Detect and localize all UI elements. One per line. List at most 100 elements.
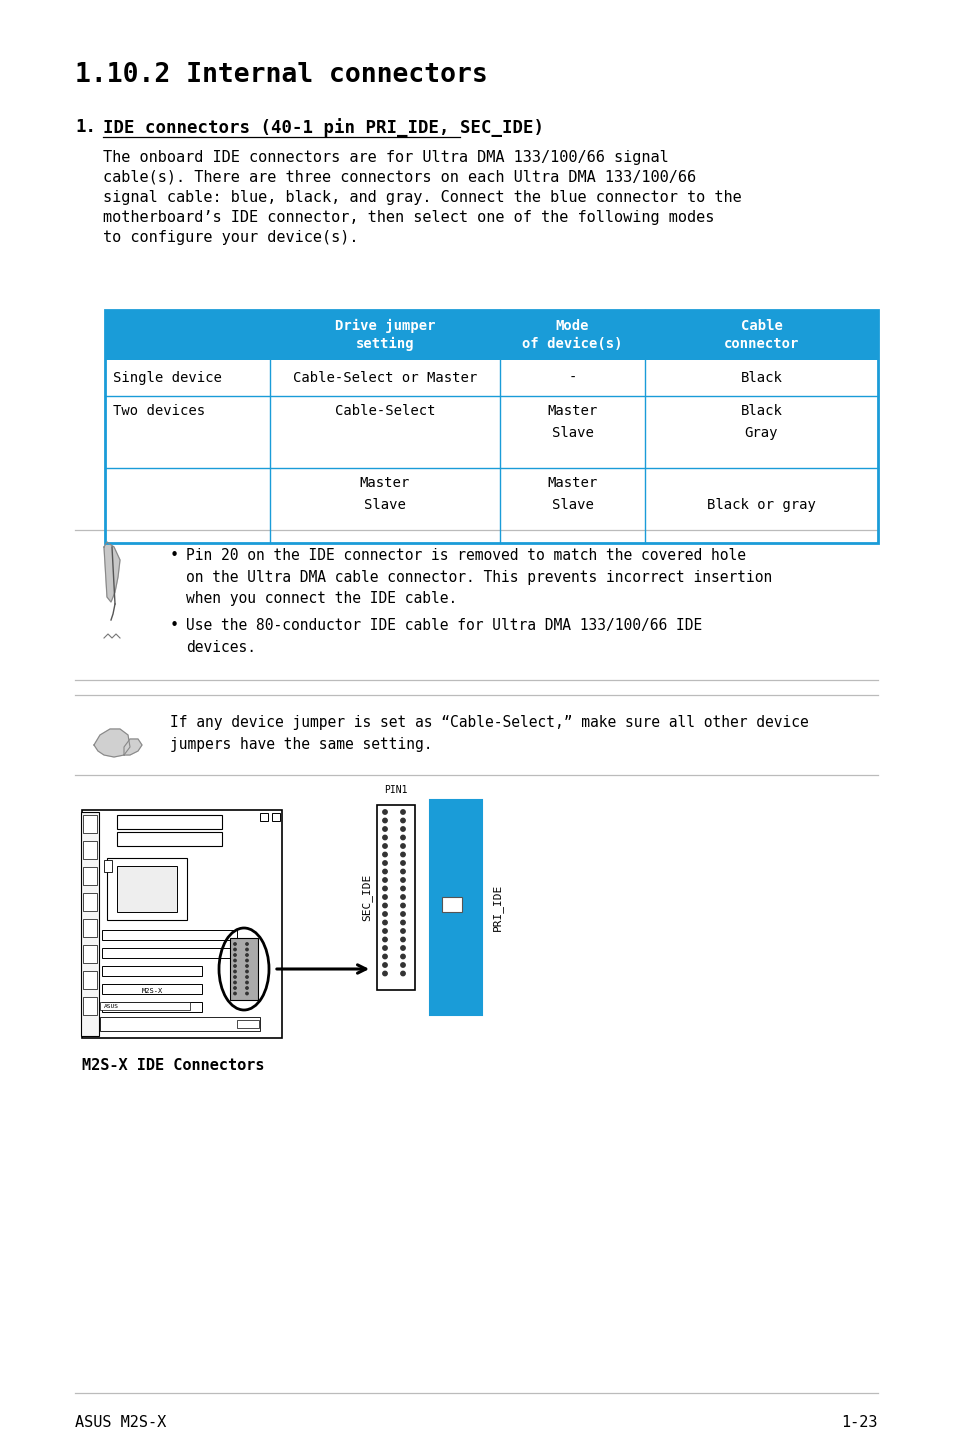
Text: motherboard’s IDE connector, then select one of the following modes: motherboard’s IDE connector, then select… — [103, 210, 714, 224]
Text: Master: Master — [547, 404, 597, 418]
Circle shape — [382, 853, 387, 857]
Circle shape — [382, 894, 387, 899]
Text: PIN1: PIN1 — [384, 785, 407, 795]
Circle shape — [246, 976, 248, 978]
Circle shape — [246, 965, 248, 968]
Bar — [83, 893, 97, 912]
Circle shape — [382, 835, 387, 840]
Circle shape — [382, 920, 387, 925]
Bar — [82, 810, 282, 1038]
Text: Black or gray: Black or gray — [706, 499, 815, 512]
Circle shape — [400, 938, 405, 942]
Bar — [83, 815, 97, 833]
Circle shape — [233, 943, 236, 945]
Circle shape — [233, 971, 236, 972]
Bar — [117, 833, 222, 846]
Circle shape — [246, 992, 248, 995]
Bar — [100, 1002, 190, 1009]
Text: Single device: Single device — [112, 371, 222, 385]
Circle shape — [233, 965, 236, 968]
Text: Mode
of device(s): Mode of device(s) — [521, 319, 622, 351]
Circle shape — [382, 861, 387, 866]
Text: Pin 20 on the IDE connector is removed to match the covered hole
on the Ultra DM: Pin 20 on the IDE connector is removed t… — [186, 548, 771, 607]
Text: Gray: Gray — [744, 426, 778, 440]
Text: Master: Master — [547, 476, 597, 490]
Circle shape — [382, 844, 387, 848]
Circle shape — [400, 955, 405, 959]
Circle shape — [400, 971, 405, 976]
Circle shape — [233, 948, 236, 951]
Text: ASUS: ASUS — [104, 1004, 119, 1008]
Text: Master: Master — [359, 476, 410, 490]
Text: 1.: 1. — [75, 118, 96, 137]
Circle shape — [400, 877, 405, 881]
Text: -: - — [568, 371, 576, 385]
Circle shape — [400, 894, 405, 899]
Circle shape — [382, 903, 387, 907]
Circle shape — [400, 963, 405, 968]
Circle shape — [400, 929, 405, 933]
Circle shape — [246, 953, 248, 956]
Circle shape — [382, 971, 387, 976]
Circle shape — [382, 963, 387, 968]
Text: Use the 80-conductor IDE cable for Ultra DMA 133/100/66 IDE
devices.: Use the 80-conductor IDE cable for Ultra… — [186, 618, 701, 654]
Circle shape — [246, 948, 248, 951]
Circle shape — [382, 870, 387, 874]
Circle shape — [400, 886, 405, 890]
Text: Cable-Select or Master: Cable-Select or Master — [293, 371, 476, 385]
Bar — [81, 812, 99, 1035]
Circle shape — [400, 827, 405, 831]
Bar — [236, 1020, 258, 1028]
Circle shape — [382, 886, 387, 890]
Circle shape — [233, 976, 236, 978]
Bar — [117, 866, 177, 912]
Bar — [102, 1002, 202, 1012]
Text: Slave: Slave — [551, 426, 593, 440]
Text: Black: Black — [740, 404, 781, 418]
Bar — [83, 997, 97, 1015]
Circle shape — [382, 827, 387, 831]
Circle shape — [382, 810, 387, 814]
Bar — [230, 938, 257, 999]
Circle shape — [233, 959, 236, 962]
Circle shape — [233, 981, 236, 984]
Bar — [83, 971, 97, 989]
Text: Drive jumper
setting: Drive jumper setting — [335, 319, 435, 351]
Text: M2S-X: M2S-X — [142, 988, 163, 994]
Bar — [102, 948, 236, 958]
Circle shape — [400, 912, 405, 916]
Circle shape — [400, 861, 405, 866]
Bar — [272, 812, 280, 821]
Text: 1.10.2 Internal connectors: 1.10.2 Internal connectors — [75, 62, 487, 88]
Text: to configure your device(s).: to configure your device(s). — [103, 230, 358, 244]
Circle shape — [246, 959, 248, 962]
Text: ASUS M2S-X: ASUS M2S-X — [75, 1415, 166, 1429]
Bar — [83, 919, 97, 938]
Polygon shape — [94, 729, 130, 756]
Circle shape — [400, 920, 405, 925]
Text: Cable
connector: Cable connector — [723, 319, 799, 351]
Circle shape — [246, 981, 248, 984]
Bar — [117, 815, 222, 828]
Circle shape — [382, 929, 387, 933]
Text: 1-23: 1-23 — [841, 1415, 877, 1429]
Circle shape — [400, 818, 405, 823]
Text: Black: Black — [740, 371, 781, 385]
Polygon shape — [104, 542, 120, 603]
Circle shape — [400, 810, 405, 814]
Circle shape — [382, 877, 387, 881]
Circle shape — [400, 844, 405, 848]
Circle shape — [233, 986, 236, 989]
Circle shape — [400, 853, 405, 857]
Text: Slave: Slave — [551, 498, 593, 512]
Circle shape — [382, 946, 387, 951]
Circle shape — [400, 946, 405, 951]
Circle shape — [400, 870, 405, 874]
Bar — [102, 966, 202, 976]
Polygon shape — [124, 739, 142, 755]
Bar — [107, 858, 187, 920]
Circle shape — [382, 818, 387, 823]
Bar — [376, 805, 415, 989]
Bar — [260, 812, 268, 821]
Circle shape — [382, 912, 387, 916]
